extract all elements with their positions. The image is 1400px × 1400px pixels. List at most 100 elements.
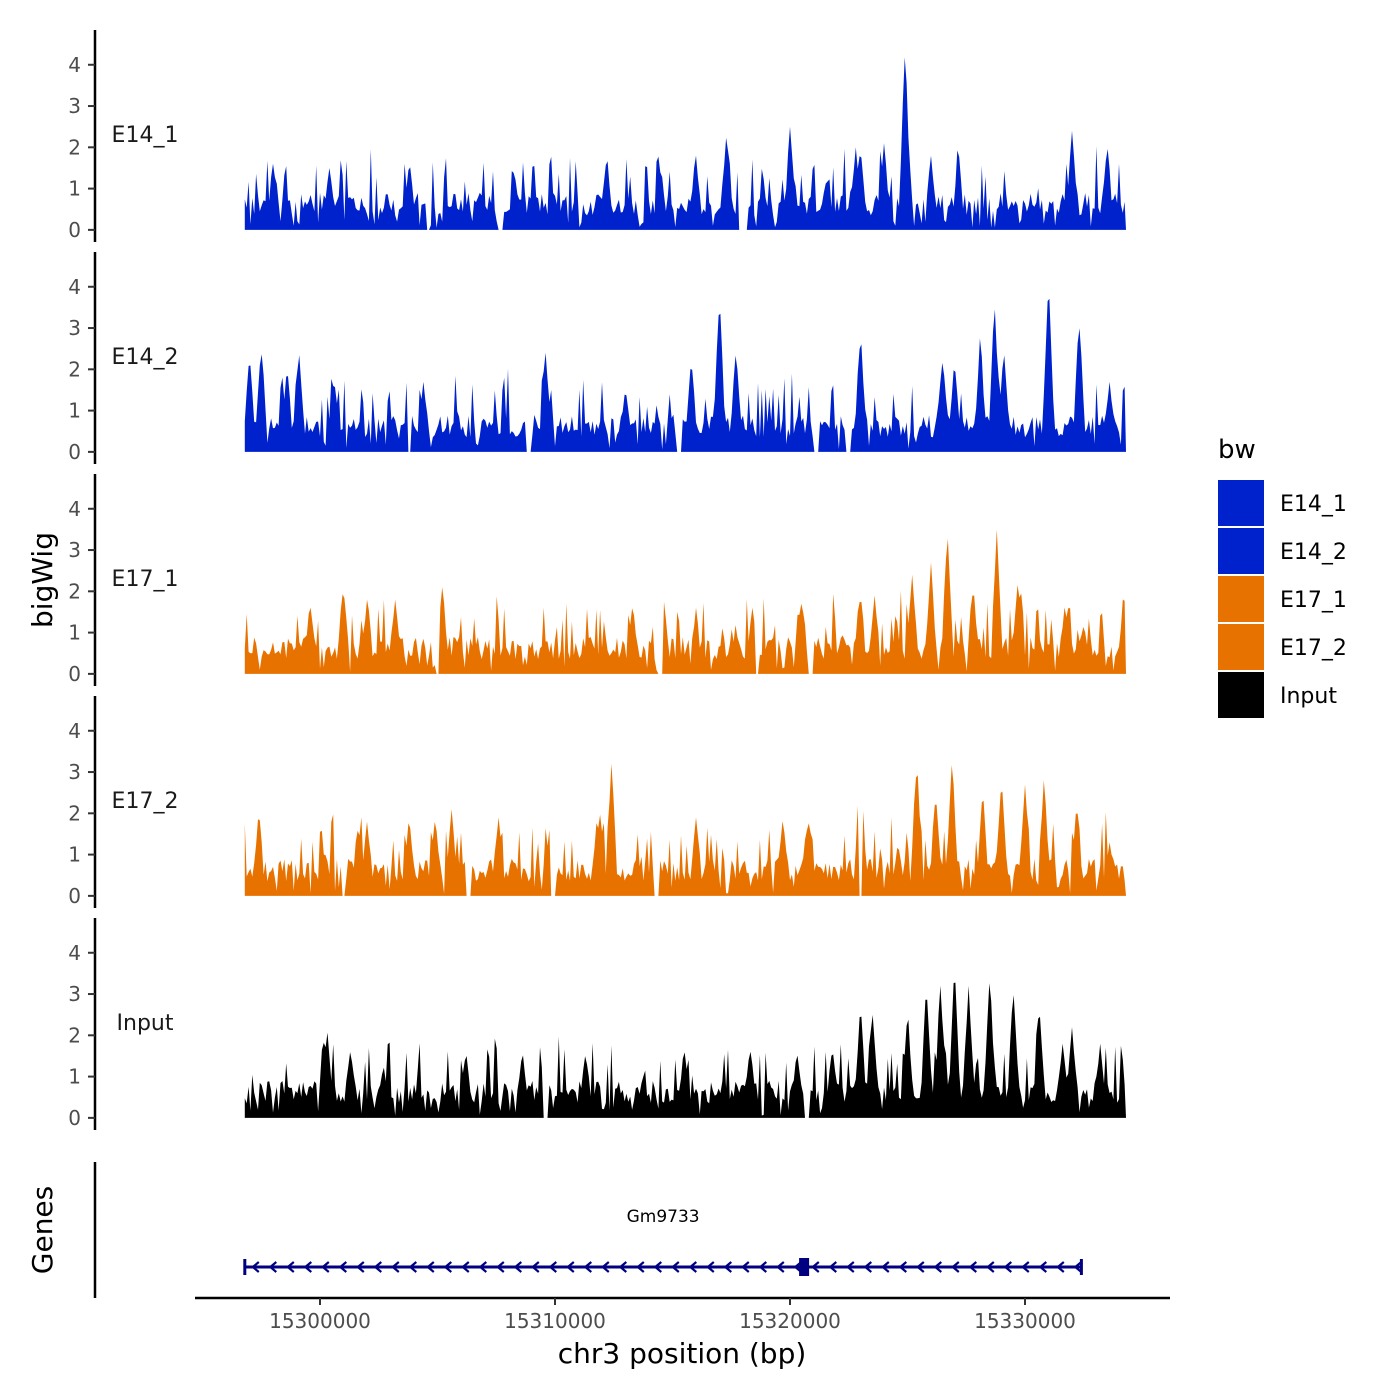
y-tick-label: 4 [68, 941, 81, 965]
strand-arrow [618, 1261, 628, 1273]
y-tick-label: 4 [68, 275, 81, 299]
strand-arrow [881, 1261, 890, 1273]
strand-arrow [723, 1261, 733, 1273]
signal-area-e17-2 [244, 763, 1127, 896]
y-tick-label: 3 [68, 538, 81, 562]
gene-exon [799, 1258, 810, 1276]
strand-arrow [531, 1261, 540, 1273]
strand-arrow [566, 1261, 575, 1273]
bigwig-panels: 0 1 2 3 4 E14_1 0 1 2 3 4 E14_2 0 1 2 3 4 E17_1 0 1 2 3 4 E17_2… [68, 30, 1127, 1130]
strand-arrow [391, 1261, 400, 1273]
y-tick-label: 0 [68, 218, 81, 242]
legend-swatch-e17-2 [1218, 624, 1264, 670]
panel-input: 0 1 2 3 4 Input [68, 918, 1127, 1130]
track-label-e17-1: E17_1 [112, 567, 179, 592]
y-tick-label: 2 [68, 1023, 81, 1047]
strand-arrow [968, 1261, 978, 1273]
strand-arrow [548, 1261, 558, 1273]
x-axis: chr3 position (bp) 15300000 15310000 15320… [195, 1296, 1170, 1370]
x-tick-label: 15310000 [504, 1309, 606, 1333]
panel-e14-1: 0 1 2 3 4 E14_1 [68, 30, 1127, 242]
track-label-e14-1: E14_1 [112, 123, 179, 148]
gene-label: Gm9733 [627, 1207, 700, 1227]
y-tick-label: 3 [68, 316, 81, 340]
strand-arrow [496, 1261, 505, 1273]
strand-arrow [1038, 1261, 1048, 1273]
legend-swatch-e14-1 [1218, 480, 1264, 526]
y-tick-label: 3 [68, 982, 81, 1006]
strand-arrow [583, 1261, 593, 1273]
y-tick-label: 1 [68, 177, 81, 201]
strand-arrow [321, 1261, 330, 1273]
strand-arrow [688, 1261, 698, 1273]
track-label-input: Input [117, 1011, 174, 1036]
y-tick-label: 3 [68, 94, 81, 118]
legend-title: bw [1218, 435, 1256, 465]
y-tick-label: 2 [68, 579, 81, 603]
strand-arrow [461, 1261, 470, 1273]
y-tick-label: 4 [68, 53, 81, 77]
strand-arrow [811, 1261, 820, 1273]
legend-label-e14-1: E14_1 [1280, 492, 1347, 517]
y-tick-label: 1 [68, 621, 81, 645]
legend: bw E14_1 E14_2 E17_1 E17_2 Input [1218, 435, 1347, 718]
x-tick-label: 15300000 [269, 1309, 371, 1333]
x-axis-title: chr3 position (bp) [558, 1337, 807, 1370]
y-axis-title: bigWig [26, 532, 59, 628]
signal-area-input [244, 982, 1127, 1118]
strand-arrow [1056, 1261, 1065, 1273]
y-tick-label: 2 [68, 135, 81, 159]
y-tick-label: 4 [68, 497, 81, 521]
strand-arrow [1073, 1261, 1083, 1273]
strand-arrow [338, 1261, 348, 1273]
strand-arrow [1021, 1261, 1030, 1273]
signal-area-e17-1 [244, 529, 1127, 674]
strand-arrow [916, 1261, 925, 1273]
strand-arrow [1003, 1261, 1013, 1273]
y-tick-label: 0 [68, 1106, 81, 1130]
strand-arrow [513, 1261, 523, 1273]
panel-e14-2: 0 1 2 3 4 E14_2 [68, 252, 1127, 464]
strand-arrow [846, 1261, 855, 1273]
strand-arrow [373, 1261, 383, 1273]
strand-arrow [356, 1261, 365, 1273]
y-tick-label: 4 [68, 719, 81, 743]
strand-arrow [286, 1261, 295, 1273]
track-label-e14-2: E14_2 [112, 345, 179, 370]
legend-swatch-input [1218, 672, 1264, 718]
panel-e17-1: 0 1 2 3 4 E17_1 [68, 474, 1127, 686]
y-tick-label: 1 [68, 1065, 81, 1089]
legend-label-e17-1: E17_1 [1280, 588, 1347, 613]
y-tick-label: 0 [68, 662, 81, 686]
signal-area-e14-2 [244, 298, 1127, 452]
strand-arrow [776, 1261, 785, 1273]
strand-arrow [601, 1261, 610, 1273]
y-tick-label: 2 [68, 357, 81, 381]
strand-arrow [933, 1261, 943, 1273]
legend-label-input: Input [1280, 684, 1337, 709]
strand-arrow [478, 1261, 488, 1273]
y-tick-label: 2 [68, 801, 81, 825]
legend-swatch-e17-1 [1218, 576, 1264, 622]
strand-arrow [671, 1261, 680, 1273]
y-tick-label: 3 [68, 760, 81, 784]
strand-arrow [863, 1261, 873, 1273]
strand-arrow [303, 1261, 313, 1273]
genes-track: Genes Gm9733 [26, 1162, 1083, 1298]
strand-arrow [951, 1261, 960, 1273]
strand-arrow [898, 1261, 908, 1273]
strand-arrow [268, 1261, 278, 1273]
strand-arrow [741, 1261, 750, 1273]
strand-arrow [653, 1261, 663, 1273]
y-tick-label: 0 [68, 440, 81, 464]
signal-area-e14-1 [244, 57, 1127, 230]
track-label-e17-2: E17_2 [112, 789, 179, 814]
x-tick-label: 15320000 [739, 1309, 841, 1333]
strand-arrow [426, 1261, 435, 1273]
strand-arrow [986, 1261, 995, 1273]
strand-arrow [706, 1261, 715, 1273]
strand-arrow [251, 1261, 260, 1273]
strand-arrow [758, 1261, 768, 1273]
legend-label-e17-2: E17_2 [1280, 636, 1347, 661]
